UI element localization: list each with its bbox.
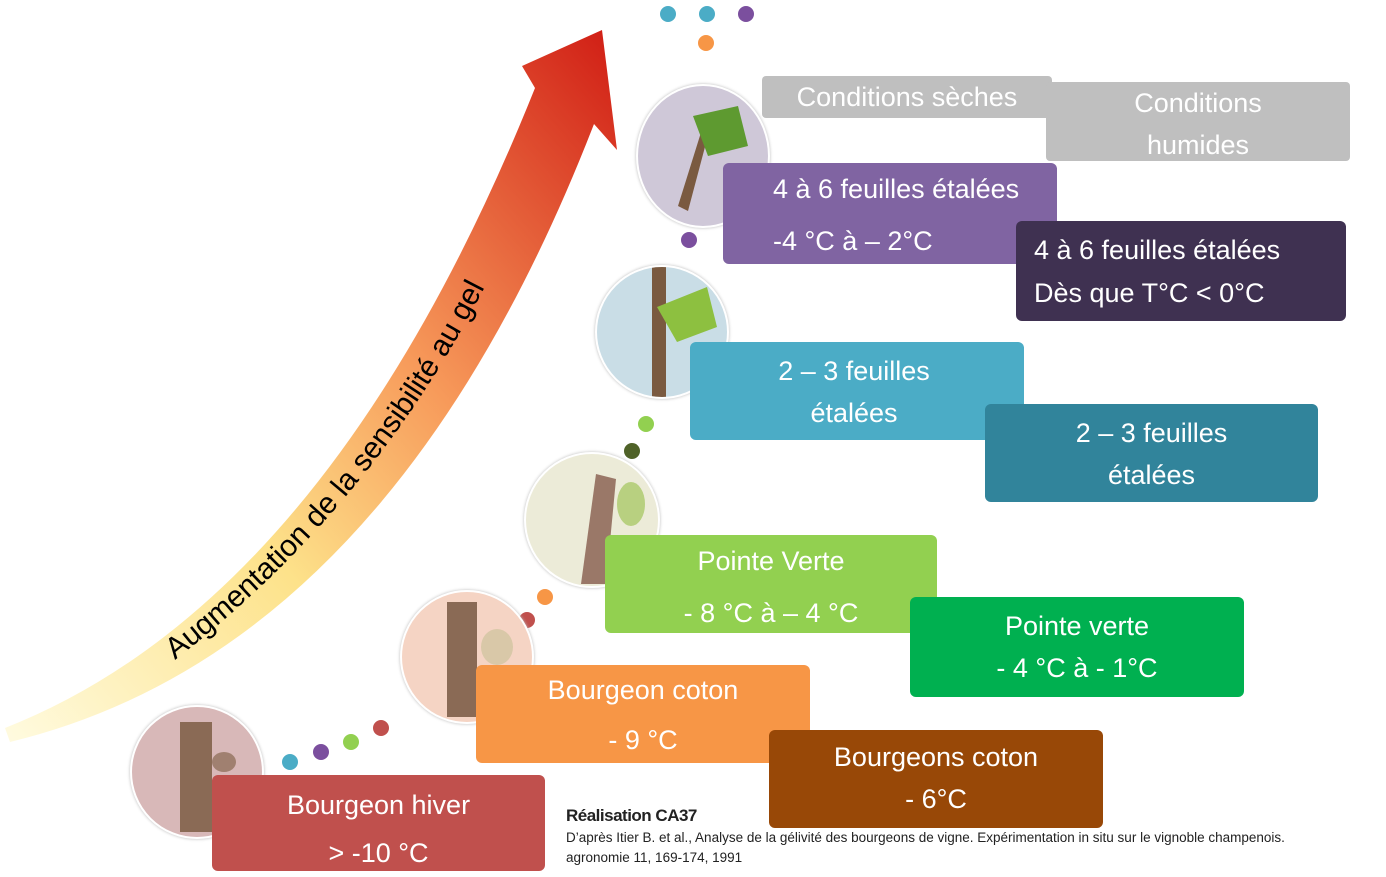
stage-box: Pointe Verte- 8 °C à – 4 °C (605, 535, 937, 633)
stage-name: étalées (985, 454, 1318, 496)
stage-name: Pointe Verte (605, 535, 937, 587)
stage-box: Bourgeon coton- 9 °C (476, 665, 810, 763)
credit-source: D’après Itier B. et al., Analyse de la g… (566, 828, 1326, 868)
stage-temp: - 4 °C à - 1°C (910, 647, 1244, 689)
stage-name: Pointe verte (910, 605, 1244, 647)
stage-name: 4 à 6 feuilles étalées (1034, 229, 1346, 272)
stage-name: étalées (690, 392, 1018, 434)
stage-box: Pointe verte- 4 °C à - 1°C (910, 597, 1244, 697)
header-text: Conditions sèches (797, 82, 1018, 112)
header-text: Conditions (1046, 82, 1350, 124)
credit-author: Réalisation CA37 (566, 806, 1326, 826)
stage-temp: - 9 °C (476, 715, 810, 765)
stage-name: 2 – 3 feuilles (985, 412, 1318, 454)
stage-name: 4 à 6 feuilles étalées (773, 163, 1057, 215)
stage-name: Bourgeons coton (769, 736, 1103, 778)
stage-box: 4 à 6 feuilles étalées-4 °C à – 2°C (723, 163, 1057, 264)
stage-name: Bourgeon hiver (212, 781, 545, 829)
stage-name: 2 – 3 feuilles (690, 350, 1018, 392)
stage-temp: -4 °C à – 2°C (773, 215, 1057, 267)
stage-temp: - 8 °C à – 4 °C (605, 587, 937, 639)
stage-temp: > -10 °C (212, 829, 545, 877)
stage-box: Bourgeon hiver> -10 °C (212, 775, 545, 871)
page: Augmentation de la sensibilité au gel Co… (0, 0, 1386, 871)
stage-temp: Dès que T°C < 0°C (1034, 272, 1346, 315)
header-dry: Conditions sèches (762, 76, 1052, 118)
stage-name: Bourgeon coton (476, 665, 810, 715)
header-text: humides (1046, 124, 1350, 166)
credits: Réalisation CA37 D’après Itier B. et al.… (566, 806, 1326, 868)
